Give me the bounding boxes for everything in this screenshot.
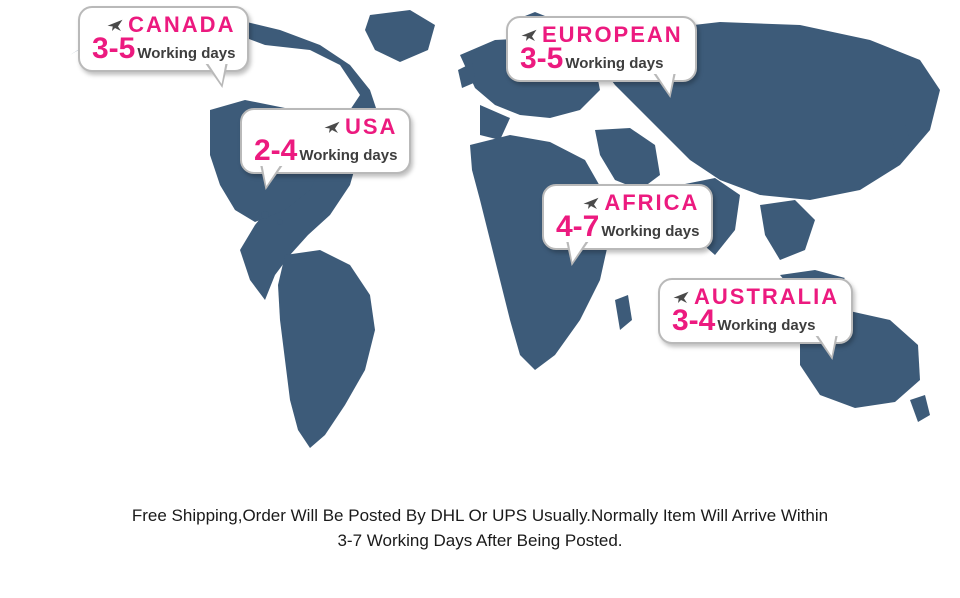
days-range: 3-4 [672,306,715,336]
world-map-container: CANADA 3-5 Working days USA 2-4 Working … [40,0,950,460]
shipping-bubble-australia: AUSTRALIA 3-4 Working days [658,278,853,344]
days-range: 2-4 [254,136,297,166]
shipping-bubble-european: EUROPEAN 3-5 Working days [506,16,697,82]
working-days-label: Working days [137,45,235,62]
region-label: CANADA [128,12,235,38]
region-label: AFRICA [604,190,699,216]
days-range: 3-5 [520,44,563,74]
working-days-label: Working days [601,223,699,240]
working-days-label: Working days [565,55,663,72]
shipping-bubble-africa: AFRICA 4-7 Working days [542,184,713,250]
days-range: 4-7 [556,212,599,242]
days-range: 3-5 [92,34,135,64]
footer-line-1: Free Shipping,Order Will Be Posted By DH… [132,506,828,525]
shipping-bubble-canada: CANADA 3-5 Working days [78,6,249,72]
shipping-bubble-usa: USA 2-4 Working days [240,108,411,174]
working-days-label: Working days [299,147,397,164]
region-label: USA [345,114,397,140]
shipping-footer-text: Free Shipping,Order Will Be Posted By DH… [0,504,960,553]
plane-icon [323,118,341,136]
footer-line-2: 3-7 Working Days After Being Posted. [337,531,622,550]
working-days-label: Working days [717,317,815,334]
region-label: AUSTRALIA [694,284,839,310]
